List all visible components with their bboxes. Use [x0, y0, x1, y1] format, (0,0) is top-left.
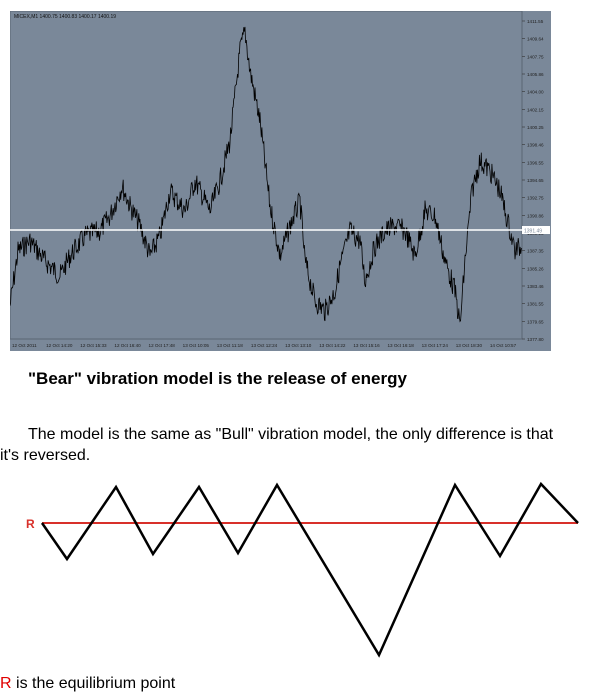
- time-tick-label: 13 Oct 18:30: [456, 343, 483, 348]
- price-tick-label: 1383.46: [527, 284, 544, 289]
- paragraph-line-2: it's reversed.: [0, 447, 91, 464]
- price-tick-label: 1411.55: [527, 19, 544, 24]
- price-tick-label: 1400.25: [527, 125, 544, 130]
- time-axis: 12 Oct 2011 12 Oct 14:20 12 Oct 15:33 12 Oc…: [12, 343, 517, 348]
- equilibrium-label: R: [26, 517, 35, 531]
- time-tick-label: 13 Oct 15:16: [353, 343, 380, 348]
- price-chart-svg: MICEX,M1 1400.75 1400.83 1400.17 1400.19…: [10, 11, 551, 351]
- price-tick-label: 1409.64: [527, 37, 544, 42]
- price-tick-label: 1396.55: [527, 160, 544, 165]
- price-highlight-box: [522, 226, 550, 234]
- price-chart: MICEX,M1 1400.75 1400.83 1400.17 1400.19…: [10, 11, 551, 351]
- time-tick-label: 13 Oct 10:05: [183, 343, 210, 348]
- price-tick-label: 1404.00: [527, 90, 544, 95]
- price-tick-label: 1392.75: [527, 196, 544, 201]
- chart-header-text: MICEX,M1 1400.75 1400.83 1400.17 1400.19: [14, 14, 116, 20]
- price-tick-label: 1379.65: [527, 319, 544, 324]
- time-tick-label: 13 Oct 14:22: [319, 343, 346, 348]
- vibration-diagram-svg: R: [18, 466, 590, 664]
- caption-text: is the equilibrium point: [11, 675, 176, 692]
- price-tick-label: 1377.80: [527, 337, 544, 342]
- plot-area: [10, 11, 523, 340]
- time-tick-label: 12 Oct 17:48: [149, 343, 176, 348]
- time-tick-label: 13 Oct 13:10: [285, 343, 312, 348]
- price-tick-label: 1402.15: [527, 107, 544, 112]
- price-tick-label: 1381.55: [527, 302, 544, 307]
- price-series-line: [10, 26, 522, 323]
- time-tick-label: 12 Oct 15:33: [80, 343, 107, 348]
- description-paragraph: The model is the same as "Bull" vibratio…: [0, 424, 591, 466]
- time-tick-label: 13 Oct 16:18: [387, 343, 414, 348]
- price-tick-label: 1385.26: [527, 266, 544, 271]
- time-tick-label: 13 Oct 17:24: [422, 343, 449, 348]
- price-tick-label: 1387.35: [527, 249, 544, 254]
- vibration-diagram: R: [18, 466, 590, 664]
- time-tick-label: 13 Oct 12:24: [251, 343, 278, 348]
- time-tick-label: 12 Oct 14:20: [46, 343, 73, 348]
- price-tick-label: 1394.65: [527, 178, 544, 183]
- vibration-zigzag-line: [40, 481, 579, 658]
- highlighted-price-label: 1391.49: [524, 229, 542, 235]
- time-tick-label: 12 Oct 2011: [12, 343, 37, 348]
- price-tick-label: 1390.86: [527, 213, 544, 218]
- caption-r-letter: R: [0, 675, 12, 692]
- time-tick-label: 12 Oct 16:40: [114, 343, 141, 348]
- section-heading: "Bear" vibration model is the release of…: [28, 369, 407, 388]
- diagram-background: [18, 466, 590, 664]
- price-tick-label: 1407.75: [527, 54, 544, 59]
- paragraph-line-1: The model is the same as "Bull" vibratio…: [28, 426, 554, 443]
- price-tick-label: 1398.46: [527, 143, 544, 148]
- time-tick-label: 14 Oct 10:57: [490, 343, 517, 348]
- price-tick-label: 1405.86: [527, 72, 544, 77]
- time-tick-label: 13 Oct 11:18: [217, 343, 243, 348]
- caption: R is the equilibrium point: [0, 675, 175, 693]
